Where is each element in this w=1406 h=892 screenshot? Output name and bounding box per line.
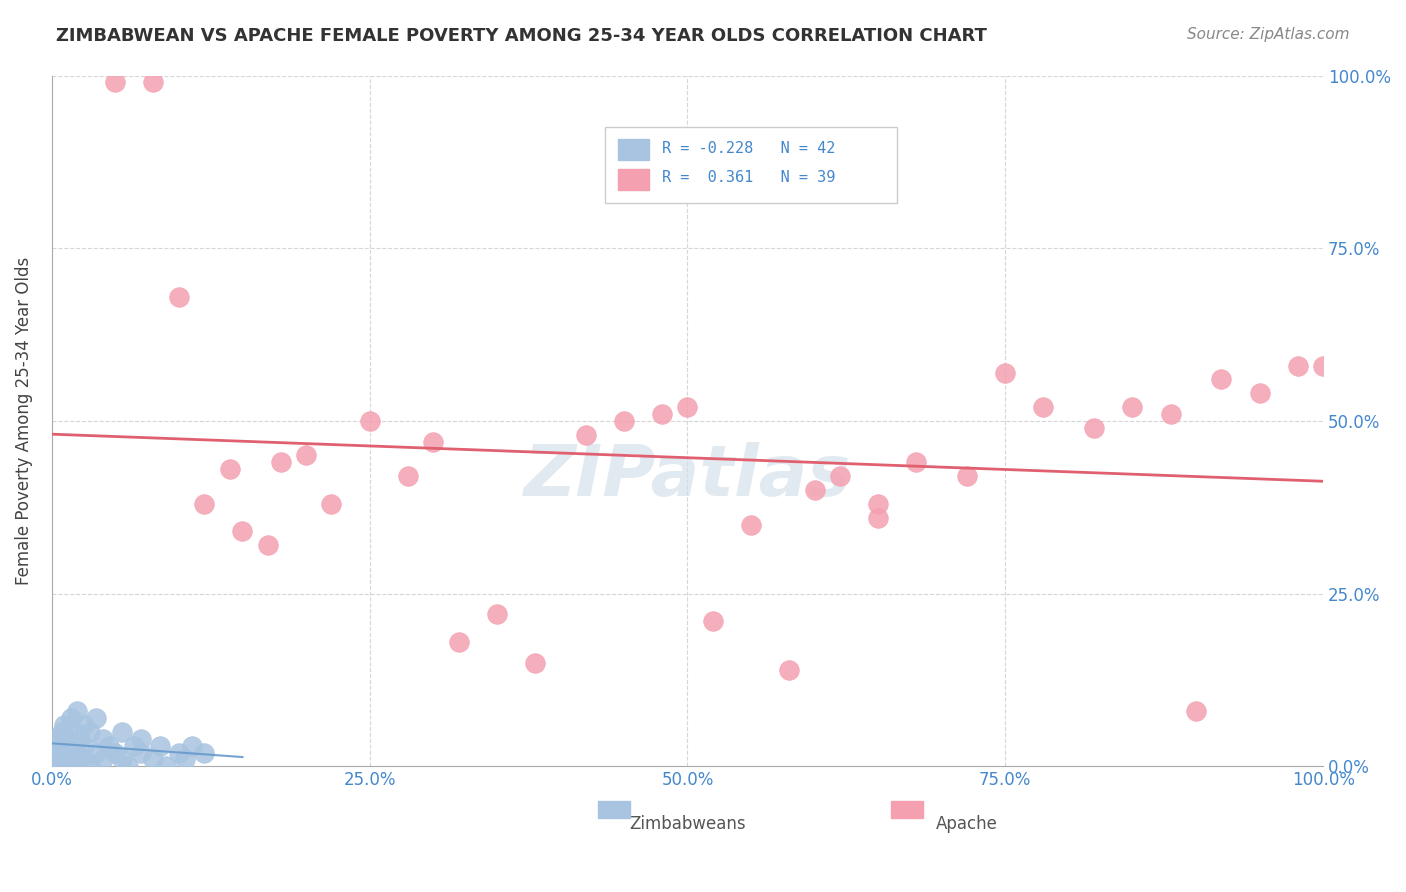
Point [142, 75, 165, 89]
Point [1160, 407, 1182, 421]
Point [218, 462, 240, 476]
Text: ZIMBABWEAN VS APACHE FEMALE POVERTY AMONG 25-34 YEAR OLDS CORRELATION CHART: ZIMBABWEAN VS APACHE FEMALE POVERTY AMON… [56, 27, 987, 45]
Point [117, 759, 139, 773]
Point [46, 739, 69, 753]
Point [142, 752, 165, 766]
Point [174, 752, 197, 766]
Point [828, 469, 851, 483]
Point [321, 497, 343, 511]
FancyBboxPatch shape [617, 139, 650, 160]
Point [66, 746, 89, 760]
Point [59, 711, 82, 725]
Point [149, 739, 172, 753]
Point [994, 366, 1017, 380]
Point [740, 517, 762, 532]
Point [1185, 704, 1208, 718]
Point [53, 759, 76, 773]
Point [868, 510, 890, 524]
Point [59, 752, 82, 766]
Point [53, 718, 76, 732]
Point [111, 752, 134, 766]
Point [79, 724, 101, 739]
Point [72, 752, 94, 766]
Point [69, 731, 91, 746]
Point [1312, 359, 1334, 373]
Point [905, 455, 928, 469]
FancyBboxPatch shape [617, 169, 650, 189]
Point [575, 427, 598, 442]
Point [702, 614, 724, 628]
FancyBboxPatch shape [605, 128, 897, 203]
FancyBboxPatch shape [891, 801, 922, 818]
Point [803, 483, 825, 497]
Text: ZIPatlas: ZIPatlas [524, 442, 851, 511]
Point [613, 414, 636, 428]
Point [447, 635, 470, 649]
Point [1211, 372, 1233, 386]
Text: Zimbabweans: Zimbabweans [628, 814, 745, 832]
Point [231, 524, 253, 539]
Point [53, 746, 76, 760]
Point [46, 752, 69, 766]
Point [51, 724, 73, 739]
Point [111, 724, 134, 739]
Point [180, 739, 202, 753]
Text: Source: ZipAtlas.com: Source: ZipAtlas.com [1187, 27, 1350, 42]
Point [124, 739, 146, 753]
Text: R = -0.228   N = 42: R = -0.228 N = 42 [662, 141, 835, 155]
Point [396, 469, 419, 483]
Point [84, 711, 107, 725]
Point [63, 724, 86, 739]
Point [79, 759, 101, 773]
Point [1121, 400, 1143, 414]
Point [485, 607, 508, 622]
Point [129, 746, 152, 760]
Point [422, 434, 444, 449]
FancyBboxPatch shape [599, 801, 630, 818]
Point [270, 455, 292, 469]
Point [676, 400, 699, 414]
Point [72, 739, 94, 753]
Point [778, 663, 800, 677]
Point [66, 759, 89, 773]
Point [167, 746, 190, 760]
Point [104, 746, 127, 760]
Point [167, 289, 190, 303]
Text: Apache: Apache [936, 814, 998, 832]
Point [104, 75, 127, 89]
Point [129, 731, 152, 746]
Point [72, 718, 94, 732]
Point [257, 538, 280, 552]
Point [41, 731, 63, 746]
Point [359, 414, 381, 428]
Point [59, 739, 82, 753]
Point [193, 746, 215, 760]
Y-axis label: Female Poverty Among 25-34 Year Olds: Female Poverty Among 25-34 Year Olds [15, 257, 32, 585]
Point [66, 704, 89, 718]
Point [523, 656, 546, 670]
Point [651, 407, 673, 421]
Point [84, 746, 107, 760]
Point [868, 497, 890, 511]
Point [295, 449, 318, 463]
Point [91, 731, 114, 746]
Point [1032, 400, 1054, 414]
Point [41, 759, 63, 773]
Point [155, 759, 177, 773]
Point [97, 739, 120, 753]
Point [1249, 386, 1271, 401]
Point [56, 731, 79, 746]
Point [1083, 421, 1105, 435]
Point [91, 752, 114, 766]
Point [193, 497, 215, 511]
Point [41, 746, 63, 760]
Point [956, 469, 979, 483]
Text: R =  0.361   N = 39: R = 0.361 N = 39 [662, 170, 835, 186]
Point [1286, 359, 1309, 373]
